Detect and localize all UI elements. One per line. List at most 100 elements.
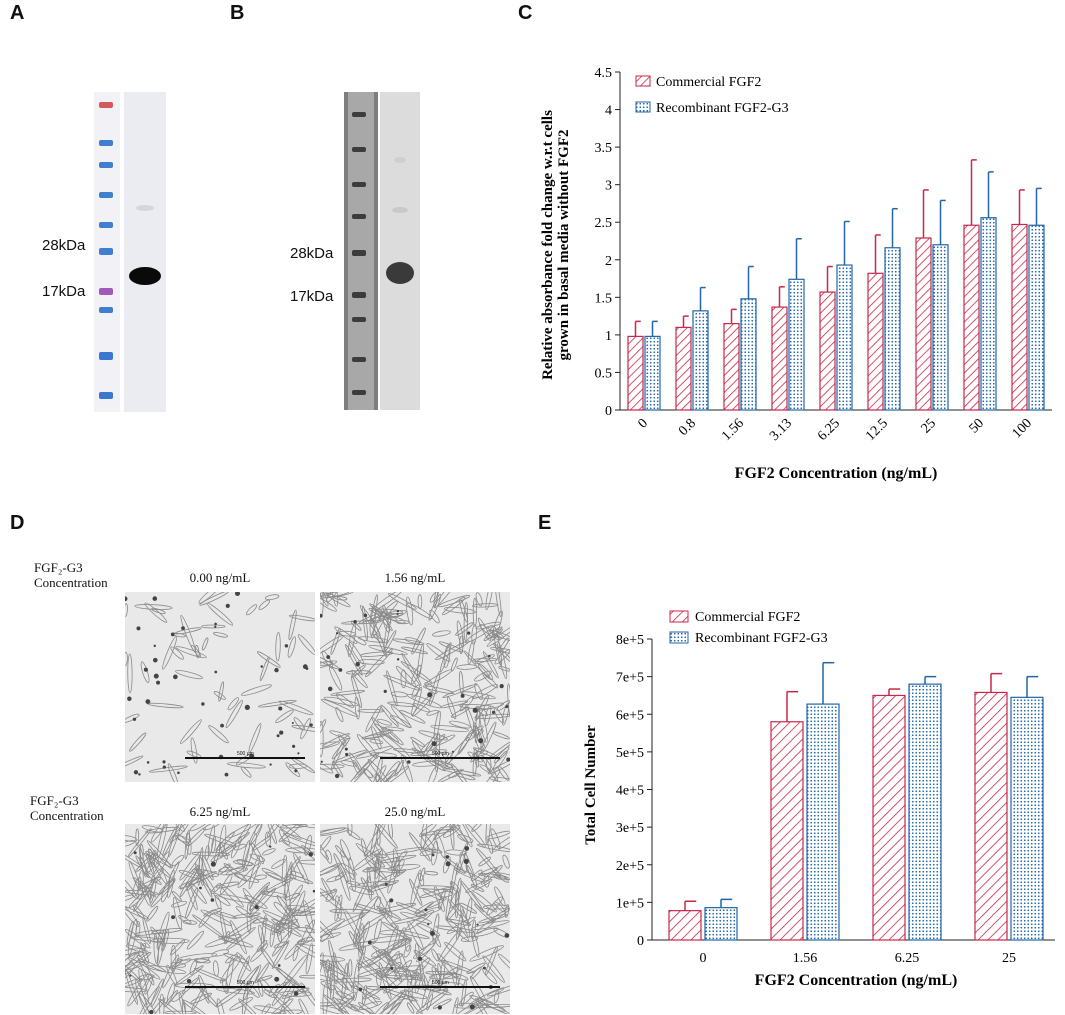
cell (251, 836, 272, 851)
cell (164, 1010, 197, 1014)
cell (471, 684, 498, 700)
cell (396, 995, 410, 1001)
cell (271, 940, 290, 969)
cell (474, 713, 510, 719)
cell-debris (390, 966, 394, 970)
cell (179, 719, 202, 744)
cell (261, 848, 276, 856)
micrograph-1-cells (320, 592, 510, 782)
cell (389, 714, 412, 729)
cell (413, 943, 435, 959)
panel-d-row2-label: FGF₂-G3 Concentration (30, 793, 104, 823)
cell (320, 720, 324, 758)
cell (278, 829, 290, 846)
bar-commercial-0.8 (675, 326, 692, 411)
cell (135, 828, 140, 847)
cell (497, 766, 510, 781)
cell (426, 709, 439, 716)
cell (373, 633, 384, 644)
cell-debris (279, 730, 284, 735)
cell (410, 736, 426, 748)
cell (260, 914, 267, 953)
cell (347, 623, 357, 658)
cell (291, 824, 315, 829)
cell-debris (291, 721, 294, 725)
cell-debris (499, 683, 504, 689)
cell (378, 961, 392, 1000)
micrograph-0: 500 µm (125, 592, 315, 782)
cell-debris (437, 1005, 443, 1010)
cell (348, 752, 363, 772)
panel-letter-d: D (10, 512, 25, 534)
cell (357, 636, 389, 643)
cell (411, 686, 423, 716)
cell (320, 597, 337, 612)
cell (498, 637, 510, 653)
cell-debris (125, 596, 128, 602)
cell (400, 669, 407, 689)
cell (489, 647, 510, 655)
cell (248, 885, 269, 912)
cell (335, 693, 354, 708)
cell (385, 951, 397, 972)
bar-recombinant-0 (644, 335, 661, 411)
cell (469, 994, 506, 1012)
cell (429, 592, 438, 603)
panel-d-row2-label-line2: Concentration (30, 808, 104, 823)
cell (215, 881, 240, 889)
cell (383, 761, 400, 782)
bar-recombinant-0.8 (692, 310, 709, 411)
cell-debris (210, 861, 216, 867)
cell (170, 962, 187, 968)
cell (297, 634, 315, 656)
cell (149, 878, 157, 904)
cell (261, 877, 294, 895)
cell (215, 831, 235, 852)
cell (421, 972, 430, 989)
cell (288, 763, 308, 769)
gel-a-marker-17: 17kDa (42, 283, 86, 300)
cell (334, 626, 358, 644)
cell (244, 894, 268, 910)
cell (430, 929, 442, 948)
cell (275, 709, 294, 724)
cell (353, 928, 367, 948)
cell-debris (214, 670, 218, 674)
bar-recombinant-0 (704, 907, 738, 941)
cell (254, 824, 263, 835)
cell-debris (224, 772, 229, 777)
cell-debris (269, 845, 272, 848)
y-tick-label: 0.5 (595, 366, 613, 381)
cell (365, 705, 382, 733)
cell-debris (225, 603, 230, 608)
cell (447, 898, 471, 927)
y-tick-label: 4.5 (595, 66, 613, 81)
cell-debris (149, 1009, 154, 1014)
cell (158, 998, 191, 1014)
cell (340, 850, 355, 881)
x-tick-label: 6.25 (895, 951, 920, 966)
cell (213, 632, 229, 638)
cell (320, 918, 346, 941)
cell (428, 593, 442, 621)
cell (358, 1001, 382, 1011)
chart-c-legend: Commercial FGF2 Recombinant FGF2-G3 (635, 75, 789, 116)
cell (329, 908, 370, 914)
cell-debris (152, 596, 158, 601)
bar-commercial-0 (627, 335, 644, 411)
cell (426, 993, 433, 1011)
cell-debris (170, 632, 175, 637)
scale-bar (185, 757, 305, 759)
cell (265, 871, 289, 883)
cell (138, 943, 147, 957)
cell (320, 952, 324, 976)
cell (147, 965, 187, 974)
cell (415, 906, 443, 917)
cell (426, 897, 447, 909)
cell (395, 901, 428, 916)
cell (153, 934, 159, 965)
cell (457, 1003, 490, 1014)
cell (211, 836, 217, 854)
cell (435, 732, 441, 772)
cell-debris (214, 625, 217, 628)
